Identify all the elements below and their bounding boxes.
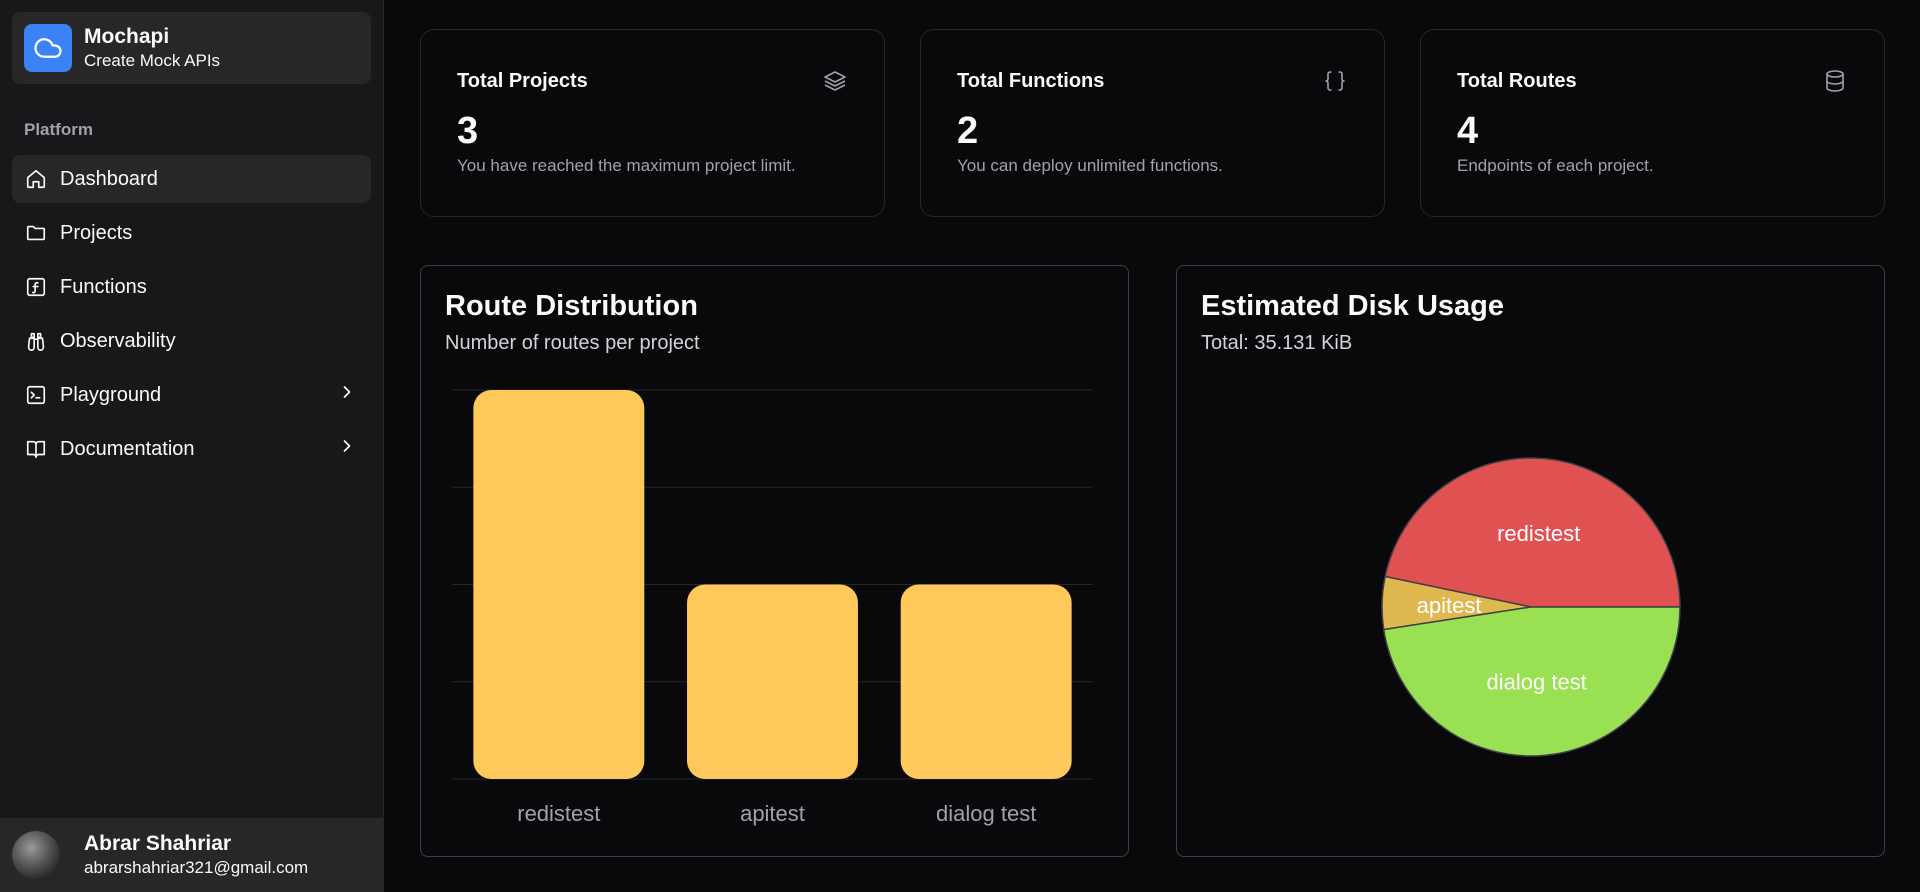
route-chart-subtitle: Number of routes per project [445,332,700,354]
sidebar-nav: Dashboard Projects Functions Observabili… [12,155,371,479]
sidebar-item-functions[interactable]: Functions [12,263,371,311]
user-menu[interactable]: Abrar Shahriar abrarshahriar321@gmail.co… [0,818,383,892]
user-email: abrarshahriar321@gmail.com [84,858,309,877]
bar[interactable] [473,390,645,779]
pie-label: dialog test [1487,669,1587,694]
pie-label: redistest [1497,521,1580,546]
disk-usage-card: Estimated Disk Usage Total: 35.131 KiB r… [1176,265,1885,857]
stat-card-routes: Total Routes 4 Endpoints of each project… [1420,29,1885,217]
sidebar-item-playground[interactable]: Playground [12,371,371,419]
sidebar: Mochapi Create Mock APIs Platform Dashbo… [0,0,384,892]
pie-slice[interactable] [1384,457,1681,608]
cloud-icon [24,24,72,72]
route-distribution-card: Route Distribution Number of routes per … [420,265,1129,857]
disk-pie-chart: redistest apitest dialog test [1381,457,1681,757]
avatar [12,831,60,879]
sidebar-item-label: Projects [60,221,133,244]
brand-switcher[interactable]: Mochapi Create Mock APIs [12,12,371,84]
brand-name: Mochapi [84,25,170,48]
stat-value: 3 [457,110,479,152]
chevron-right-icon [337,382,357,408]
function-icon [24,275,48,299]
route-bar-chart: redistest apitest dialog test [452,389,1093,826]
bar[interactable] [900,584,1072,780]
stat-description: You can deploy unlimited functions. [957,156,1223,175]
nav-group-label: Platform [24,120,93,139]
stat-title: Total Functions [957,70,1105,92]
sidebar-item-label: Dashboard [60,167,158,190]
x-tick-label: redistest [517,801,600,826]
disk-chart-subtitle: Total: 35.131 KiB [1201,332,1353,354]
chevron-right-icon [337,436,357,462]
pie-label: apitest [1417,593,1482,618]
x-tick-label: apitest [740,801,805,826]
sidebar-item-label: Documentation [60,437,195,460]
user-name: Abrar Shahriar [84,832,232,855]
stat-title: Total Routes [1457,70,1577,92]
stat-description: You have reached the maximum project lim… [457,156,796,175]
home-icon [24,167,48,191]
braces-icon [1322,68,1348,94]
sidebar-item-label: Observability [60,329,176,352]
pie-slice[interactable] [1382,606,1681,757]
disk-chart-title: Estimated Disk Usage [1201,290,1505,322]
sidebar-item-label: Playground [60,383,162,406]
layers-icon [822,68,848,94]
dashboard-main: Total Projects 3 You have reached the ma… [384,0,1920,892]
bar[interactable] [687,584,858,780]
stat-title: Total Projects [457,70,588,92]
folder-icon [24,221,48,245]
database-icon [1822,68,1848,94]
stat-card-functions: Total Functions 2 You can deploy unlimit… [920,29,1385,217]
sidebar-item-observability[interactable]: Observability [12,317,371,365]
sidebar-item-dashboard[interactable]: Dashboard [12,155,371,203]
stat-card-projects: Total Projects 3 You have reached the ma… [420,29,885,217]
x-tick-label: dialog test [936,801,1036,826]
sidebar-item-projects[interactable]: Projects [12,209,371,257]
stat-value: 2 [957,110,979,152]
book-icon [24,437,48,461]
binoculars-icon [24,329,48,353]
sidebar-item-label: Functions [60,275,147,298]
sidebar-item-documentation[interactable]: Documentation [12,425,371,473]
stat-description: Endpoints of each project. [1457,156,1654,175]
stat-value: 4 [1457,110,1479,152]
terminal-icon [24,383,48,407]
route-chart-title: Route Distribution [445,290,698,322]
brand-subtitle: Create Mock APIs [84,51,221,70]
